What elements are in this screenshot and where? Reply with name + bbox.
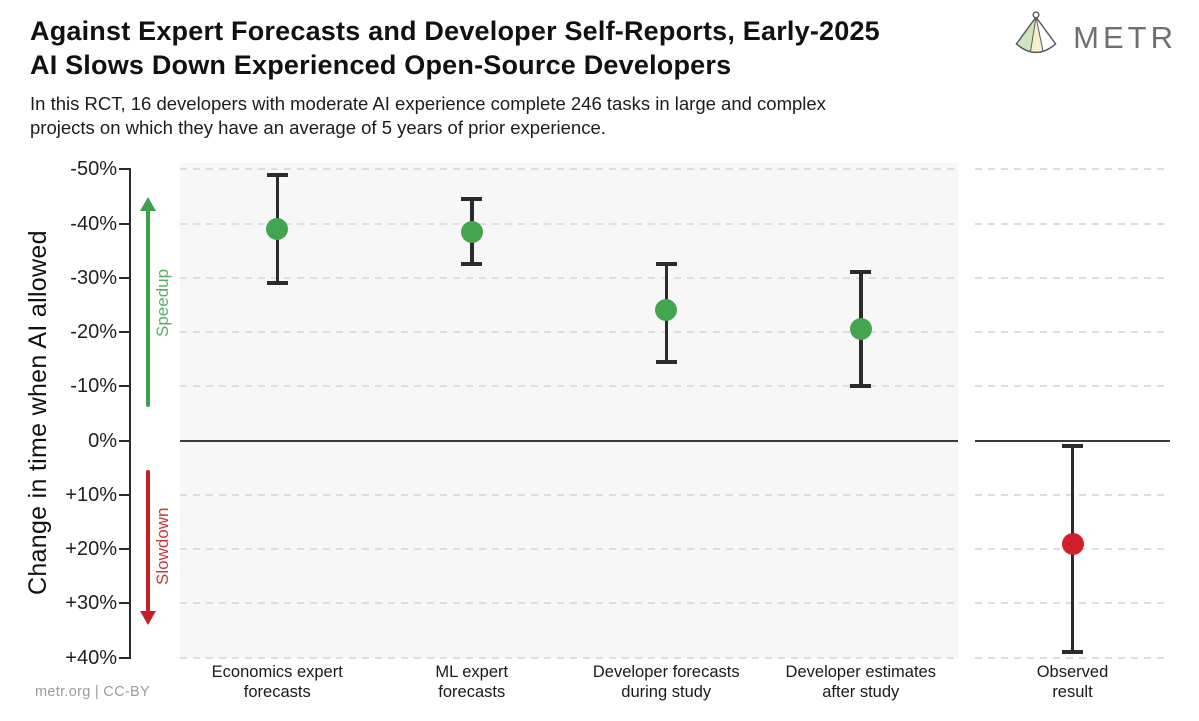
metr-fan-icon bbox=[1009, 10, 1063, 65]
y-tick-mark bbox=[119, 548, 131, 550]
error-bar-cap-bottom bbox=[266, 281, 288, 286]
y-tick-mark bbox=[119, 168, 131, 171]
error-bar-cap-top bbox=[1062, 443, 1083, 448]
gridline bbox=[180, 276, 958, 279]
y-tick-mark bbox=[119, 602, 131, 605]
main-plot-panel bbox=[180, 163, 958, 658]
gridline bbox=[180, 168, 958, 171]
chart-subtitle: In this RCT, 16 developers with moderate… bbox=[30, 92, 826, 140]
chart-subtitle-line2: projects on which they have an average o… bbox=[30, 117, 606, 138]
error-bar-cap-bottom bbox=[1062, 650, 1083, 655]
data-point-dot bbox=[266, 217, 289, 240]
slowdown-arrowhead-icon bbox=[140, 611, 156, 625]
y-tick-mark bbox=[119, 656, 131, 659]
license-credit: metr.org | CC-BY bbox=[35, 684, 150, 700]
metr-wordmark: METR bbox=[1073, 19, 1177, 55]
data-point-dot bbox=[655, 299, 678, 322]
error-bar-cap-top bbox=[461, 197, 483, 202]
y-tick-label: -50% bbox=[70, 158, 117, 181]
y-tick-label: -40% bbox=[70, 212, 117, 235]
chart-subtitle-line1: In this RCT, 16 developers with moderate… bbox=[30, 93, 826, 114]
gridline bbox=[180, 493, 958, 496]
y-axis-title: Change in time when AI allowed bbox=[24, 230, 52, 596]
gridline bbox=[180, 548, 958, 550]
y-tick-mark bbox=[119, 222, 131, 225]
gridline bbox=[975, 656, 1170, 659]
gridline bbox=[975, 276, 1170, 279]
error-bar-cap-top bbox=[266, 172, 288, 177]
category-label: Developer forecasts during study bbox=[592, 663, 740, 701]
slowdown-arrow bbox=[146, 470, 150, 612]
y-tick-label: -20% bbox=[70, 321, 117, 343]
y-tick-mark bbox=[119, 385, 131, 388]
gridline bbox=[180, 331, 958, 333]
category-label: Observed result bbox=[1036, 663, 1109, 701]
gridline bbox=[975, 331, 1170, 333]
y-tick-label: +30% bbox=[65, 592, 117, 615]
speedup-label: Speedup bbox=[153, 268, 172, 338]
error-bar-cap-bottom bbox=[850, 384, 872, 389]
category-label: Economics expert forecasts bbox=[211, 663, 343, 701]
category-label: ML expert forecasts bbox=[435, 663, 509, 701]
data-point-dot bbox=[1061, 532, 1084, 555]
y-axis-spine bbox=[129, 169, 131, 658]
zero-gridline bbox=[180, 439, 958, 442]
error-bar-cap-top bbox=[850, 270, 872, 275]
speedup-arrowhead-icon bbox=[140, 197, 156, 211]
slowdown-label: Slowdown bbox=[153, 507, 172, 585]
metr-logo: METR bbox=[1009, 10, 1177, 65]
gridline bbox=[975, 222, 1170, 225]
y-tick-mark bbox=[119, 493, 131, 496]
page-title-line1: Against Expert Forecasts and Developer S… bbox=[30, 16, 880, 46]
data-point-dot bbox=[849, 318, 872, 341]
y-tick-label: +40% bbox=[65, 646, 117, 669]
gridline bbox=[180, 602, 958, 605]
data-point-dot bbox=[460, 220, 483, 243]
zero-gridline bbox=[975, 439, 1170, 442]
error-bar-cap-bottom bbox=[461, 262, 483, 267]
error-bar-cap-bottom bbox=[655, 359, 677, 364]
page-title: Against Expert Forecasts and Developer S… bbox=[30, 14, 880, 82]
gridline bbox=[180, 656, 958, 659]
y-tick-mark bbox=[119, 439, 131, 442]
gridline bbox=[180, 385, 958, 388]
page-title-line2: AI Slows Down Experienced Open-Source De… bbox=[30, 50, 732, 80]
speedup-arrow bbox=[146, 209, 150, 407]
gridline bbox=[180, 222, 958, 225]
y-tick-label: -10% bbox=[70, 375, 117, 398]
y-tick-mark bbox=[119, 276, 131, 279]
y-tick-label: +10% bbox=[65, 483, 117, 506]
category-label: Developer estimates after study bbox=[785, 663, 936, 701]
y-tick-label: +20% bbox=[65, 538, 117, 560]
error-bar-cap-top bbox=[655, 262, 677, 267]
gridline bbox=[975, 385, 1170, 388]
y-tick-mark bbox=[119, 331, 131, 333]
gridline bbox=[975, 168, 1170, 171]
y-tick-label: -30% bbox=[70, 266, 117, 289]
y-tick-label: 0% bbox=[88, 429, 117, 452]
